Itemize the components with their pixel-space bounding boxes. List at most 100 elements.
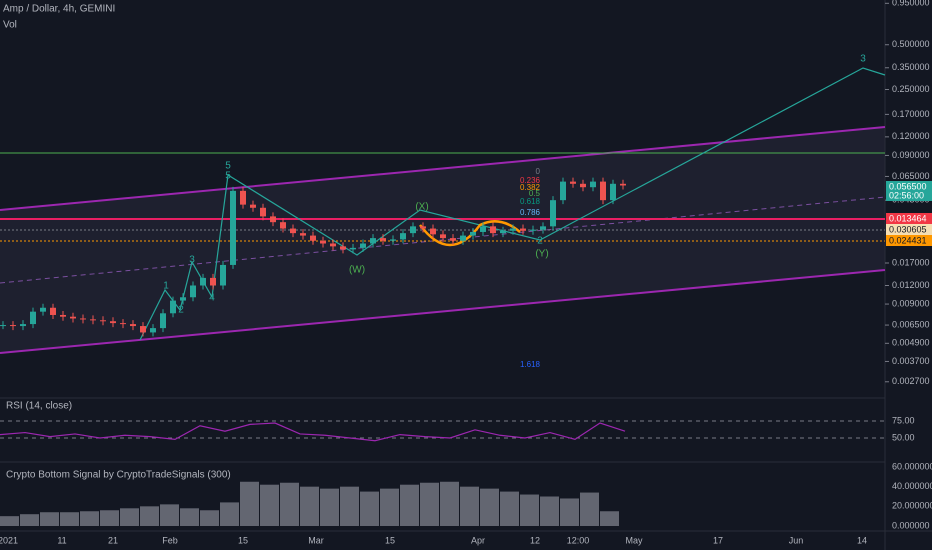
y-tick-label: 0.004900 [892, 338, 930, 348]
price-tag-label: 0.056500 [889, 181, 927, 191]
candle [70, 316, 76, 319]
cbs-bar [500, 491, 519, 526]
x-tick-label: Mar [308, 535, 324, 545]
candle [590, 181, 596, 188]
candle [540, 226, 546, 230]
candle [380, 238, 386, 241]
candle [490, 226, 496, 234]
cbs-bar [120, 508, 139, 526]
cbs-bar [140, 506, 159, 526]
cbs-bar [600, 511, 619, 526]
wave-label: 1 [163, 281, 169, 292]
price-tag-label: 0.013464 [889, 213, 927, 223]
y-tick-label: 0.950000 [892, 0, 930, 8]
price-tag [886, 213, 932, 224]
x-tick-label: Jun [789, 535, 804, 545]
cbs-bar [420, 482, 439, 526]
x-tick-label: Feb [162, 535, 178, 545]
y-tick-label: 0.170000 [892, 109, 930, 119]
candle [350, 247, 356, 250]
wave-label: 4 [209, 293, 215, 304]
cbs-bar [0, 516, 19, 526]
x-tick-label: 17 [713, 535, 723, 545]
candle [80, 318, 86, 320]
y-tick-label: 0.009000 [892, 298, 930, 308]
candle [520, 228, 526, 231]
wave-label: 2 [178, 305, 184, 316]
x-tick-label: Apr [471, 535, 485, 545]
candle [580, 183, 586, 188]
cbs-bar [300, 486, 319, 526]
x-tick-label: 12 [530, 535, 540, 545]
x-tick-label: 2021 [0, 535, 18, 545]
y-tick-label: 0.120000 [892, 131, 930, 141]
y-tick-label: 0.012000 [892, 280, 930, 290]
candle [530, 229, 536, 231]
cbs-bar [80, 511, 99, 526]
fib-label: 1.618 [520, 360, 541, 369]
cbs-label: Crypto Bottom Signal by CryptoTradeSigna… [6, 470, 231, 481]
cbs-bar [220, 502, 239, 526]
cbs-bar [580, 492, 599, 526]
cbs-bar [340, 486, 359, 526]
rsi-label: RSI (14, close) [6, 401, 72, 412]
wave-label: 3 [860, 54, 866, 65]
candle [270, 216, 276, 223]
cbs-bar [560, 498, 579, 526]
cbs-bar [200, 510, 219, 526]
candle [40, 307, 46, 312]
candle [290, 228, 296, 234]
vol-label: Vol [3, 20, 17, 31]
price-tag [886, 235, 932, 246]
candle [400, 233, 406, 240]
wave-label: 5 [225, 161, 231, 172]
y-tick-label: 0.065000 [892, 171, 930, 181]
candle [250, 204, 256, 208]
y-tick-label: 0.003700 [892, 356, 930, 366]
wave-label: 5 [225, 171, 231, 182]
candle [260, 207, 266, 217]
candle [460, 235, 466, 241]
cbs-bar [20, 514, 39, 526]
candle [620, 183, 626, 186]
price-tag-time: 02:56:00 [889, 190, 924, 200]
y-tick-label: 0.000000 [892, 520, 930, 530]
rsi-line [0, 422, 626, 442]
candle [120, 323, 126, 325]
cbs-bar [360, 491, 379, 526]
fib-label: 0.5 [529, 189, 541, 198]
x-tick-label: 21 [108, 535, 118, 545]
price-tag [886, 224, 932, 235]
y-tick-label: 60.000000 [892, 461, 932, 471]
candle [220, 264, 226, 286]
candle [370, 238, 376, 244]
candle [100, 320, 106, 322]
candle [310, 235, 316, 241]
cbs-bar [180, 508, 199, 526]
price-tag-label: 0.030605 [889, 224, 927, 234]
candle [90, 319, 96, 321]
candle [240, 190, 246, 205]
candle [210, 277, 216, 286]
candle [470, 231, 476, 236]
candle [430, 228, 436, 235]
y-tick-label: 20.000000 [892, 501, 932, 511]
cbs-bar [40, 512, 59, 526]
candle [230, 190, 236, 265]
candle [140, 326, 146, 333]
candle [150, 328, 156, 333]
x-tick-label: 14 [857, 535, 867, 545]
wave-label: 3 [189, 255, 195, 266]
candle [390, 239, 396, 241]
candle [510, 228, 516, 231]
candle [300, 233, 306, 236]
wave-label: (X) [415, 202, 428, 213]
cbs-bar [380, 488, 399, 526]
x-tick-label: May [625, 535, 643, 545]
y-tick-label: 50.00 [892, 432, 915, 442]
price-tag [886, 181, 932, 201]
cbs-bar [460, 486, 479, 526]
fib-label: 0.786 [520, 208, 541, 217]
candle [340, 246, 346, 250]
